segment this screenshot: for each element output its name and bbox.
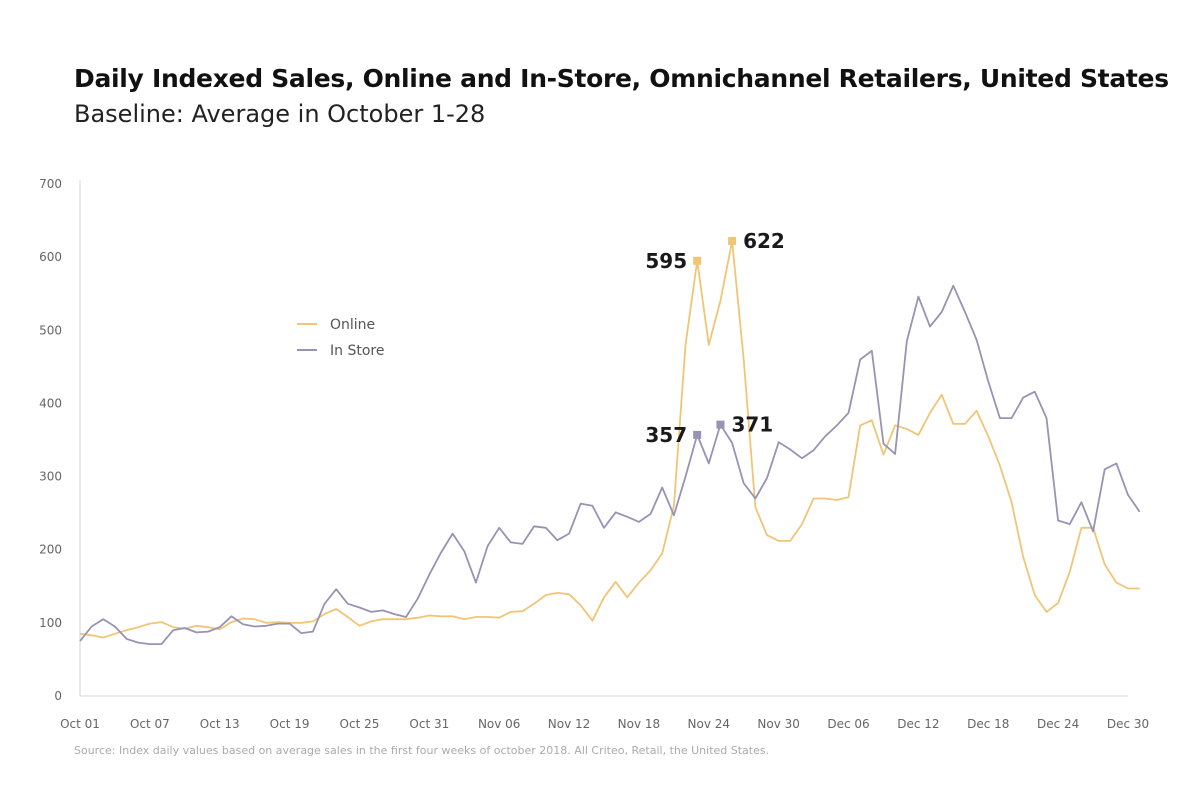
x-tick-label: Nov 06 (478, 717, 521, 731)
chart-axes: 0 100 200 300 400 500 600 700 Oct 01 Oct 07 Oct 13… (39, 177, 1149, 731)
series-line-online (79, 240, 1140, 639)
data-point-marker (716, 420, 725, 429)
legend-label: In Store (330, 343, 384, 359)
x-tick-label: Dec 18 (967, 717, 1009, 731)
data-point-marker (693, 256, 702, 265)
chart-subtitle: Baseline: Average in October 1-28 (74, 100, 486, 128)
data-label: 622 (743, 229, 785, 253)
y-tick-label: 700 (39, 177, 62, 191)
y-tick-label: 600 (39, 250, 62, 264)
x-tick-label: Nov 24 (688, 717, 731, 731)
data-label: 595 (645, 249, 687, 273)
y-tick-label: 500 (39, 323, 62, 337)
x-tick-label: Oct 19 (270, 717, 310, 731)
data-point-marker (728, 237, 737, 246)
y-tick-label: 300 (39, 470, 62, 484)
x-tick-label: Dec 12 (897, 717, 939, 731)
x-tick-label: Oct 13 (200, 717, 240, 731)
chart-annotations: 595 622 357 371 (645, 229, 784, 447)
x-tick-label: Oct 25 (340, 717, 380, 731)
y-tick-label: 400 (39, 396, 62, 410)
x-tick-label: Nov 18 (618, 717, 661, 731)
y-tick-label: 100 (39, 616, 62, 630)
data-label: 357 (645, 423, 687, 447)
x-tick-label: Nov 30 (757, 717, 800, 731)
source-note: Source: Index daily values based on aver… (74, 744, 770, 757)
x-tick-label: Oct 01 (60, 717, 100, 731)
legend-label: Online (330, 317, 375, 333)
x-tick-label: Nov 12 (548, 717, 591, 731)
y-tick-label: 0 (54, 689, 62, 703)
data-label: 371 (731, 413, 773, 437)
y-tick-label: 200 (39, 543, 62, 557)
x-tick-label: Dec 06 (827, 717, 869, 731)
chart-title: Daily Indexed Sales, Online and In-Store… (74, 64, 1169, 93)
x-tick-label: Oct 07 (130, 717, 170, 731)
x-tick-label: Dec 30 (1107, 717, 1149, 731)
x-tick-label: Dec 24 (1037, 717, 1079, 731)
chart-legend: Online In Store (297, 317, 384, 359)
chart-series (79, 240, 1141, 645)
data-point-marker (693, 430, 702, 439)
series-line-in-store (79, 284, 1141, 645)
x-tick-label: Oct 31 (409, 717, 449, 731)
